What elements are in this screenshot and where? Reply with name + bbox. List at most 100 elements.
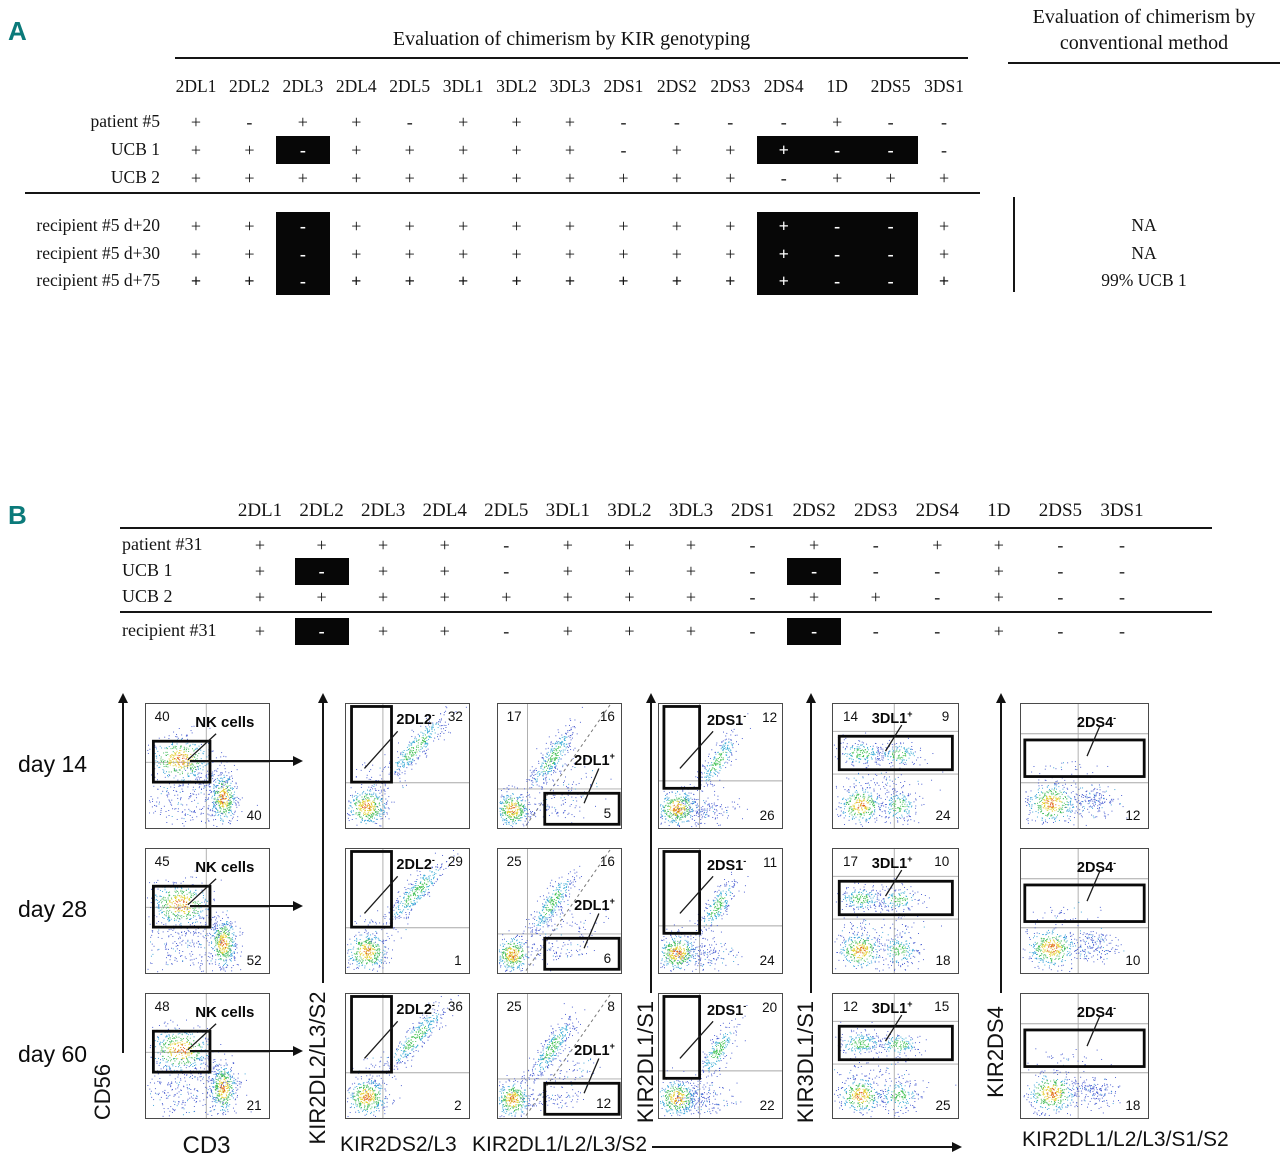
column-header-3DL3: 3DL3: [549, 76, 591, 96]
nk-gate-arrowhead: [293, 901, 303, 911]
plot-count-tr: 10: [934, 853, 950, 869]
genotype-cell: -: [934, 560, 941, 581]
genotype-cell: +: [254, 560, 266, 581]
genotype-cell: +: [938, 271, 950, 291]
plot-count-br: 2: [454, 1098, 462, 1114]
genotype-cell: -: [246, 112, 253, 132]
table-row-label: UCB 1: [110, 139, 160, 159]
genotype-cell: -: [834, 271, 841, 291]
plot-count-tr: 9: [941, 708, 950, 724]
genotype-cell: +: [671, 140, 682, 160]
x-axis-label-kir2ds2-l3: KIR2DS2/L3: [340, 1133, 457, 1156]
genotype-cell: +: [624, 586, 635, 607]
black-highlight-box: [275, 267, 330, 295]
plot-count-br: 24: [759, 953, 775, 969]
x-axis-arrowhead: [952, 1142, 962, 1152]
genotype-cell: -: [934, 620, 941, 641]
genotype-cell: +: [316, 586, 327, 607]
gate-label-p6: 2DS4-: [1077, 713, 1116, 731]
genotype-cell: -: [872, 534, 879, 555]
plot-count-br: 26: [759, 808, 775, 824]
genotype-cell: +: [190, 140, 202, 160]
panel-a-tag: A: [8, 16, 27, 46]
black-highlight-box: [294, 557, 349, 585]
y-axis-label-kir2dl2-l3-s2: KIR2DL2/L3/S2: [305, 991, 330, 1145]
genotype-cell: +: [378, 534, 389, 555]
genotype-cell: +: [778, 216, 789, 236]
genotype-cell: -: [872, 560, 879, 581]
black-highlight-box: [756, 212, 918, 240]
gate-label-text: 3DL1: [871, 1000, 908, 1017]
column-header-2DL2: 2DL2: [229, 76, 270, 96]
plot-count-tr: 29: [447, 853, 463, 869]
black-highlight-box: [294, 617, 349, 645]
nk-gate-arrow-line: [190, 1050, 295, 1052]
gate-label-p2: 2DL2-: [396, 855, 434, 873]
nk-gate-arrowhead: [293, 1046, 303, 1056]
genotype-cell: +: [671, 244, 682, 264]
genotype-cell: +: [458, 271, 469, 291]
table-row-label: recipient #5 d+20: [36, 215, 160, 235]
plot-count-tl: 14: [843, 708, 859, 724]
flow-plot-p6-row2: 10 2DS4-: [1020, 848, 1149, 974]
gate-label-sign: +: [907, 998, 913, 1009]
gate-label-text: 3DL1: [871, 855, 908, 872]
plot-count-tr: 32: [447, 708, 463, 724]
scatter-canvas: [1021, 849, 1148, 973]
nk-gate-arrow-line: [190, 760, 295, 762]
panel-a-vertical-divider: [1013, 197, 1015, 292]
genotype-cell: +: [938, 244, 950, 264]
genotype-cell: +: [404, 168, 415, 188]
plot-count-br: 40: [246, 808, 262, 824]
y-axis-arrowhead: [996, 693, 1006, 703]
genotype-cell: +: [458, 244, 469, 264]
genotype-cell: +: [511, 112, 522, 132]
flow-plot-p3-row1: 17 16 5 2DL1+: [497, 703, 622, 829]
column-header-1D: 1D: [987, 500, 1011, 521]
genotype-cell: -: [318, 560, 325, 581]
column-header-3DL1: 3DL1: [545, 500, 590, 521]
flow-plot-p3-row2: 25 16 6 2DL1+: [497, 848, 622, 974]
genotype-cell: +: [439, 560, 450, 581]
genotype-cell: +: [511, 168, 522, 188]
scatter-canvas: [1021, 994, 1148, 1118]
column-header-2DL2: 2DL2: [299, 500, 344, 521]
genotype-cell: +: [458, 216, 469, 236]
column-header-3DL1: 3DL1: [442, 76, 484, 96]
plot-count-tl: 45: [154, 853, 170, 869]
plot-count-tl: 25: [506, 853, 522, 869]
column-header-2DS3: 2DS3: [854, 500, 898, 521]
genotype-cell: +: [351, 112, 362, 132]
genotype-cell: +: [725, 140, 736, 160]
genotype-cell: +: [297, 112, 308, 132]
y-axis-arrowhead: [646, 693, 656, 703]
genotype-cell: +: [832, 168, 843, 188]
gate-label-p2: 2DL2-: [396, 1000, 434, 1018]
genotype-cell: +: [511, 244, 522, 264]
gate-label-p5: 3DL1+: [872, 854, 913, 872]
black-highlight-box: [756, 267, 918, 295]
conventional-method-value: NA: [1131, 215, 1157, 235]
genotype-cell: +: [351, 216, 362, 236]
genotype-cell: -: [299, 271, 306, 291]
genotype-cell: -: [887, 271, 894, 291]
genotype-cell: +: [562, 620, 573, 641]
gate-label-p6: 2DS4-: [1077, 1003, 1116, 1021]
scatter-canvas: [146, 849, 269, 973]
genotype-cell: -: [834, 244, 841, 264]
black-highlight-box: [275, 240, 330, 268]
genotype-cell: +: [244, 140, 255, 160]
genotype-cell: +: [378, 620, 389, 641]
genotype-cell: +: [671, 271, 682, 291]
genotype-cell: -: [1057, 586, 1064, 607]
column-header-2DS1: 2DS1: [603, 76, 644, 96]
panel-b-group-divider: [120, 611, 1212, 613]
column-header-2DS3: 2DS3: [710, 76, 751, 96]
column-header-3DL2: 3DL2: [496, 76, 537, 96]
genotype-cell: -: [503, 534, 510, 555]
genotype-cell: +: [993, 620, 1004, 641]
genotype-cell: -: [318, 620, 325, 641]
genotype-cell: +: [244, 244, 255, 264]
gate-label-text: 2DL1: [574, 1042, 610, 1059]
gate-label-p3: 2DL1+: [574, 1041, 615, 1059]
